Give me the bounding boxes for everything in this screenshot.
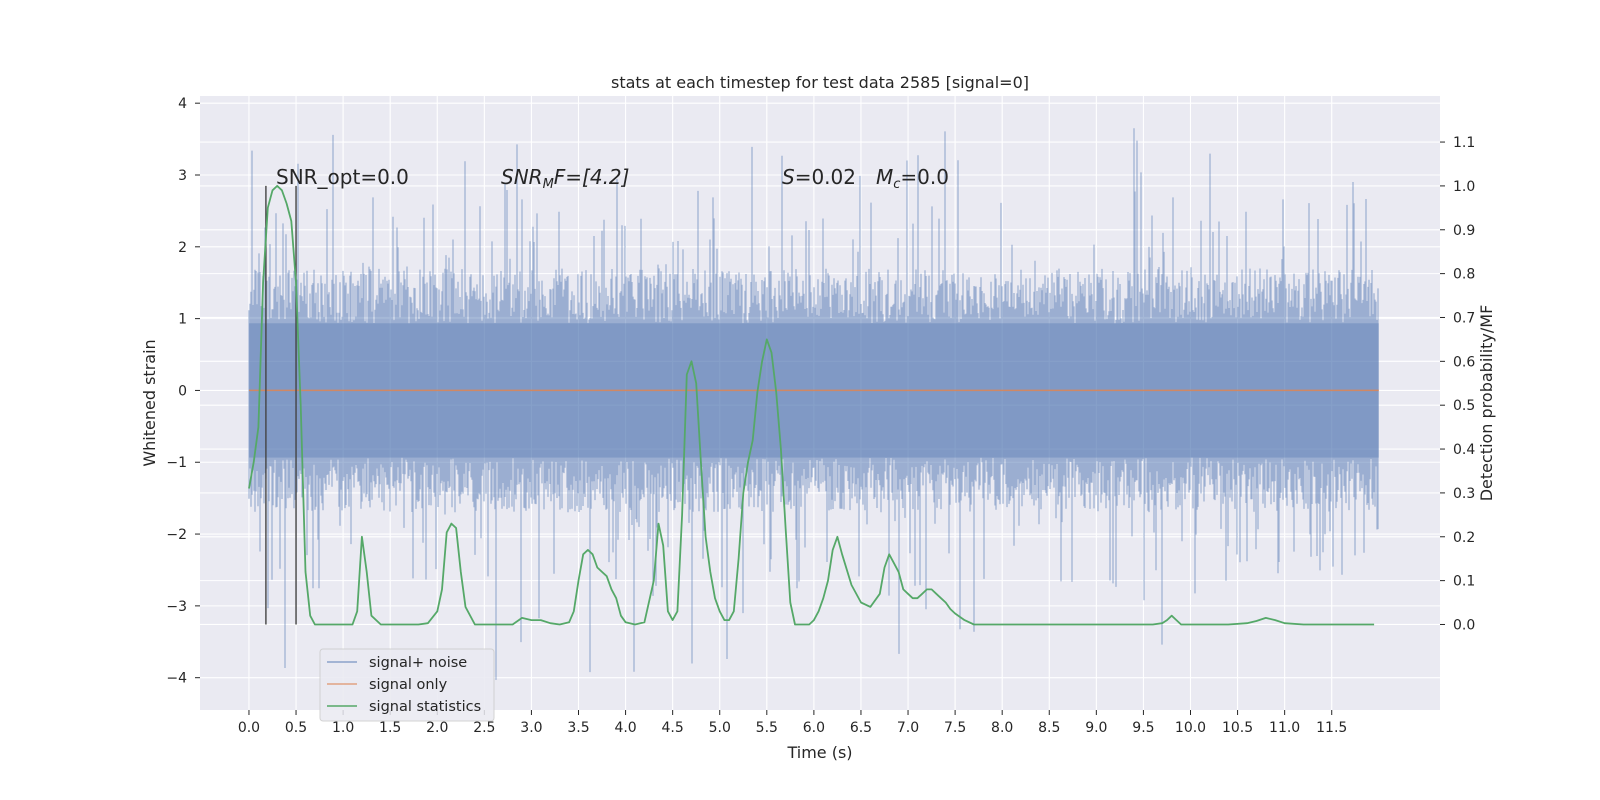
y-right-tick-label: 0.6 — [1453, 354, 1475, 370]
chart-title: stats at each timestep for test data 258… — [611, 73, 1029, 92]
legend-signal-label: signal only — [369, 677, 448, 693]
annotation-s-value: =0.02 — [795, 165, 856, 189]
y-left-tick-label: −2 — [166, 527, 187, 543]
annotation-snr-mf-rest: F=[4.2] — [554, 165, 630, 189]
x-tick-label: 7.5 — [944, 720, 966, 736]
annotation-s-symbol: S — [782, 165, 795, 189]
marker-vlines — [265, 185, 297, 625]
y-right-tick-label: 0.0 — [1453, 617, 1475, 633]
y-right-tick-label: 0.9 — [1453, 223, 1475, 239]
x-tick-label: 11.0 — [1269, 720, 1300, 736]
x-tick-label: 1.5 — [379, 720, 401, 736]
x-tick-label: 8.0 — [991, 720, 1013, 736]
annotation-s: S=0.02 — [782, 165, 856, 189]
x-tick-label: 4.0 — [614, 720, 636, 736]
x-tick-label: 9.0 — [1085, 720, 1107, 736]
annotation-snr-opt: SNR_opt=0.0 — [276, 165, 409, 189]
x-tick-label: 2.0 — [426, 720, 448, 736]
x-axis-label: Time (s) — [786, 743, 852, 762]
legend-box — [319, 648, 495, 722]
y-left-tick-label: 0 — [178, 383, 187, 399]
x-tick-label: 6.5 — [850, 720, 872, 736]
y-left-axis-label: Whitened strain — [140, 339, 159, 466]
y-left-axis-ticks: −4 −3 −2 −1 0 1 2 3 4 — [166, 96, 200, 687]
y-right-tick-label: 0.2 — [1453, 530, 1475, 546]
x-tick-label: 0.0 — [238, 720, 260, 736]
y-right-tick-label: 1.1 — [1453, 135, 1475, 151]
x-tick-label: 1.0 — [332, 720, 354, 736]
y-right-tick-label: 0.1 — [1453, 574, 1475, 590]
x-tick-label: 3.5 — [567, 720, 589, 736]
x-tick-label: 5.5 — [756, 720, 778, 736]
y-right-tick-label: 1.0 — [1453, 179, 1475, 195]
x-tick-label: 11.5 — [1316, 720, 1347, 736]
y-right-axis-label: Detection probability/MF — [1477, 305, 1496, 502]
y-right-tick-label: 0.5 — [1453, 398, 1475, 414]
y-right-tick-label: 0.7 — [1453, 310, 1475, 326]
annotation-snr-mf: SNRMF=[4.2] — [501, 165, 629, 192]
x-tick-label: 10.5 — [1222, 720, 1253, 736]
x-tick-label: 9.5 — [1132, 720, 1154, 736]
x-axis-ticks: 0.0 0.5 1.0 1.5 2.0 2.5 3.0 3.5 4.0 4.5 5.0 5.5 6.0 6… — [238, 710, 1347, 736]
x-tick-label: 2.5 — [473, 720, 495, 736]
y-left-tick-label: −3 — [166, 599, 187, 615]
y-right-tick-label: 0.4 — [1453, 442, 1475, 458]
x-tick-label: 10.0 — [1175, 720, 1206, 736]
y-left-tick-label: 4 — [178, 96, 187, 112]
y-left-tick-label: 1 — [178, 312, 187, 328]
annotation-mc-sub: c — [893, 177, 900, 192]
legend-statistics-label: signal statistics — [369, 699, 481, 715]
x-tick-label: 7.0 — [897, 720, 919, 736]
x-tick-label: 6.0 — [803, 720, 825, 736]
y-left-tick-label: 3 — [178, 168, 187, 184]
x-tick-label: 4.5 — [662, 720, 684, 736]
y-right-tick-label: 0.8 — [1453, 267, 1475, 283]
annotation-mc: Mc=0.0 — [876, 165, 949, 192]
annotation-mc-value: =0.0 — [900, 165, 949, 189]
x-tick-label: 5.0 — [709, 720, 731, 736]
annotation-snr-mf-sub: M — [543, 177, 554, 192]
x-tick-label: 8.5 — [1038, 720, 1060, 736]
statistics-line — [248, 184, 1375, 626]
y-left-tick-label: −1 — [166, 455, 187, 471]
annotation-mc-base: M — [876, 165, 893, 189]
y-right-tick-label: 0.3 — [1453, 486, 1475, 502]
y-left-tick-label: −4 — [166, 671, 187, 687]
legend-noise-label: signal+ noise — [369, 655, 467, 671]
x-tick-label: 0.5 — [285, 720, 307, 736]
noise-trace — [248, 128, 1379, 680]
y-right-axis-ticks: 0.0 0.1 0.2 0.3 0.4 0.5 0.6 0.7 0.8 0.9 1.0 1.1 — [1440, 135, 1475, 633]
annotation-snr-mf-base: SNR — [501, 165, 543, 189]
y-left-tick-label: 2 — [178, 240, 187, 256]
statistics-series — [248, 184, 1375, 626]
legend: signal+ noise signal only signal statist… — [319, 648, 495, 722]
x-tick-label: 3.0 — [520, 720, 542, 736]
